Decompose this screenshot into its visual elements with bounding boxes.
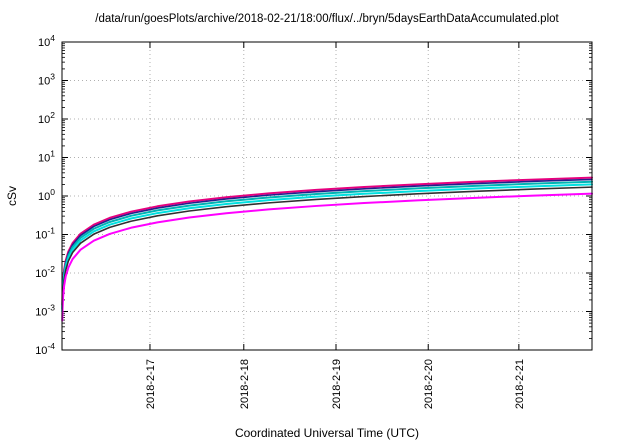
y-tick-label: 103 xyxy=(38,72,55,88)
y-tick-label: 102 xyxy=(38,110,55,126)
series-line-accumulated-dose-cyan-upper xyxy=(61,180,593,310)
plot-area: 104 103 102 101 100 10-1 10-2 10-3 10-4 2018-2-17… xyxy=(35,33,593,409)
x-axis-label: Coordinated Universal Time (UTC) xyxy=(235,426,419,440)
plot-border xyxy=(61,41,593,351)
y-tick-label: 10-2 xyxy=(35,264,55,280)
y-tick-label: 10-3 xyxy=(35,303,55,319)
x-tick-label: 2018-2-19 xyxy=(331,359,343,409)
x-tick-label: 2018-2-18 xyxy=(239,359,251,409)
chart-title: /data/run/goesPlots/archive/2018-02-21/1… xyxy=(95,13,559,25)
y-tick-label: 10-1 xyxy=(35,226,55,242)
y-tick-label: 104 xyxy=(38,33,55,49)
x-tick-label: 2018-2-17 xyxy=(145,359,157,409)
series-line-accumulated-dose-dark-lower xyxy=(61,186,593,316)
series-line-accumulated-dose-cyan-lower xyxy=(61,183,593,313)
x-tick-label: 2018-2-20 xyxy=(423,359,435,409)
series-line-accumulated-dose-lower-magenta xyxy=(61,192,593,322)
y-axis-label: cSv xyxy=(5,186,19,206)
y-tick-label: 10-4 xyxy=(35,341,55,357)
y-tick-label: 100 xyxy=(38,187,55,203)
y-tick-label: 101 xyxy=(38,149,55,165)
x-tick-label: 2018-2-21 xyxy=(514,359,526,409)
